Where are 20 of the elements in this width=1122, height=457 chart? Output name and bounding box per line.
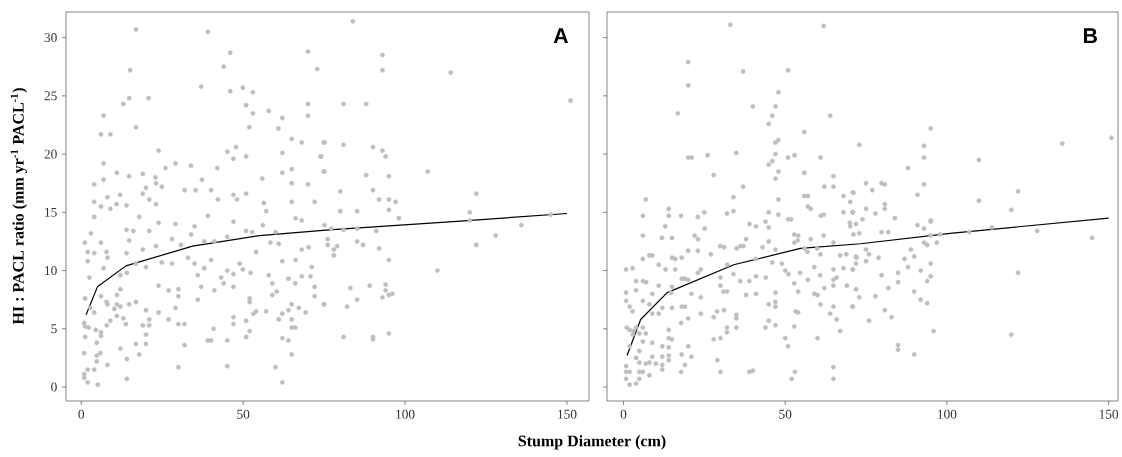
x-tick-label: 100	[396, 409, 415, 419]
x-tick-label: 150	[1099, 409, 1119, 419]
y-tick-label: 25	[44, 91, 57, 101]
y-tick-label: 10	[45, 266, 57, 276]
line-series	[85, 212, 568, 316]
x-tick-label: 0	[78, 409, 85, 419]
x-tick-label: 100	[938, 409, 957, 419]
y-tick-label: 15	[45, 207, 57, 217]
y-tick-label: 20	[44, 149, 57, 159]
y-tick-label: 5	[51, 324, 57, 334]
y-tick-label: 0	[51, 382, 57, 392]
text: A	[553, 28, 569, 44]
x-axis-title: Stump Diameter (cm)	[518, 435, 666, 450]
y-axis-title: HI : PACL ratio (mm yr$^{-1}$ PACL$^{-1}$)	[10, 88, 28, 325]
x-tick-label: 50	[779, 409, 792, 419]
x-tick-label: 50	[237, 409, 250, 419]
x-tick-label: 150	[558, 409, 577, 419]
text: B	[1083, 28, 1097, 44]
y-tick-label: 30	[44, 33, 57, 43]
x-tick-label: 0	[620, 409, 627, 419]
